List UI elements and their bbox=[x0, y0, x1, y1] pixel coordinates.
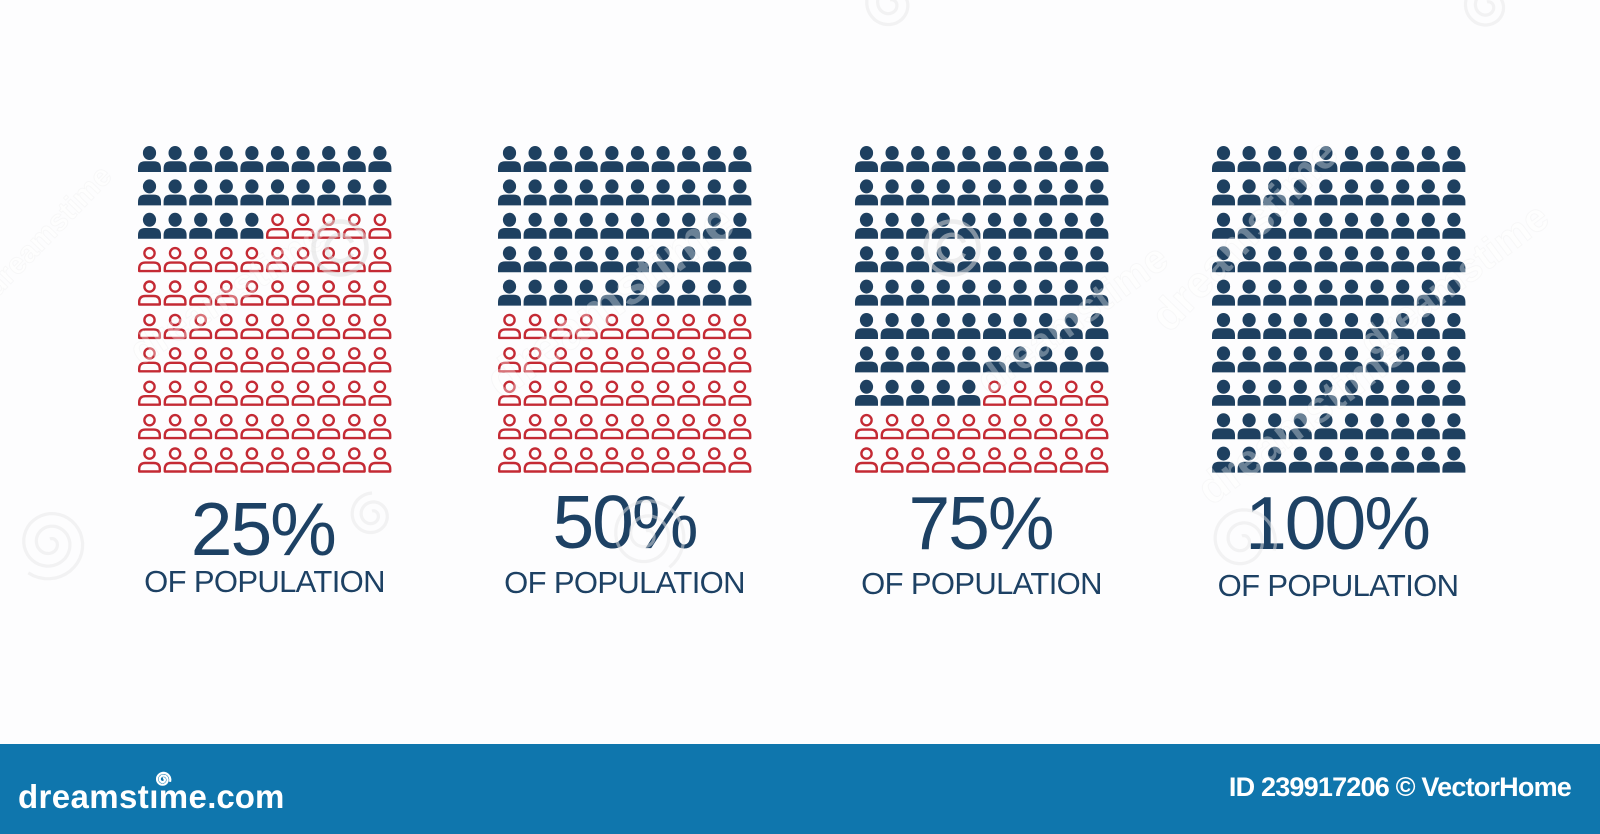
svg-text:dreamstime: dreamstime bbox=[969, 236, 1177, 404]
svg-text:dreamstime: dreamstime bbox=[1141, 129, 1348, 341]
svg-text:dreamstime: dreamstime bbox=[475, 192, 745, 411]
svg-text:dreamstime: dreamstime bbox=[1351, 194, 1557, 364]
svg-text:dreamstime: dreamstime bbox=[122, 214, 334, 373]
svg-text:dreamstime: dreamstime bbox=[0, 159, 119, 303]
